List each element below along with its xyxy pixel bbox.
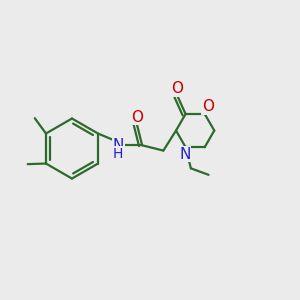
Text: O: O xyxy=(171,81,183,96)
Text: O: O xyxy=(202,99,214,114)
Text: N: N xyxy=(112,138,124,153)
Text: O: O xyxy=(131,110,143,124)
Text: N: N xyxy=(179,147,191,162)
Text: H: H xyxy=(113,146,124,161)
